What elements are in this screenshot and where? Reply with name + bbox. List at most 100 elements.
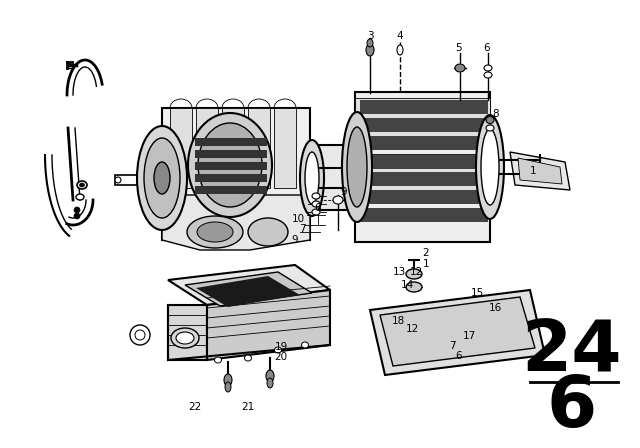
Bar [170, 108, 192, 188]
Text: 9: 9 [292, 235, 298, 245]
Polygon shape [518, 158, 562, 184]
Text: 21: 21 [241, 402, 255, 412]
Bar [196, 108, 218, 188]
Ellipse shape [171, 328, 199, 348]
Ellipse shape [74, 207, 80, 213]
Ellipse shape [187, 216, 243, 248]
Text: 22: 22 [188, 402, 202, 412]
Text: 6: 6 [456, 351, 462, 361]
Ellipse shape [176, 332, 194, 344]
Text: 1: 1 [422, 259, 429, 269]
Ellipse shape [347, 127, 367, 207]
Bar [360, 155, 488, 169]
Text: 6: 6 [547, 374, 597, 443]
Ellipse shape [145, 177, 151, 183]
Ellipse shape [455, 64, 465, 72]
Ellipse shape [77, 181, 87, 189]
Bar [360, 208, 488, 222]
Ellipse shape [115, 177, 121, 183]
Polygon shape [380, 297, 535, 366]
Ellipse shape [342, 112, 372, 222]
Bar [195, 162, 267, 170]
Ellipse shape [198, 123, 262, 207]
Text: 20: 20 [275, 352, 287, 362]
Bar [355, 154, 490, 174]
Ellipse shape [481, 129, 499, 205]
Ellipse shape [244, 355, 252, 361]
Text: 1: 1 [530, 166, 536, 176]
Bar [355, 92, 490, 242]
Ellipse shape [312, 193, 320, 199]
Ellipse shape [486, 125, 494, 131]
Text: 19: 19 [275, 342, 287, 352]
Ellipse shape [406, 282, 422, 292]
Ellipse shape [486, 116, 494, 124]
Ellipse shape [130, 325, 150, 345]
Ellipse shape [397, 45, 403, 55]
Text: 6: 6 [484, 43, 490, 53]
Ellipse shape [266, 370, 274, 382]
Polygon shape [162, 195, 310, 250]
Ellipse shape [74, 213, 80, 219]
Polygon shape [168, 305, 207, 360]
Text: 6: 6 [315, 203, 321, 213]
Text: 4: 4 [397, 31, 403, 41]
Bar [195, 138, 267, 146]
Bar [360, 136, 488, 150]
Polygon shape [168, 265, 330, 305]
Text: 17: 17 [462, 331, 476, 341]
Ellipse shape [224, 374, 232, 386]
Ellipse shape [214, 357, 221, 363]
Bar [355, 126, 490, 146]
Bar [195, 174, 267, 182]
Bar [115, 175, 150, 185]
Bar [310, 145, 365, 210]
Text: 15: 15 [470, 288, 484, 298]
Text: 16: 16 [488, 303, 502, 313]
Bar [274, 108, 296, 188]
Text: 5: 5 [454, 43, 461, 53]
Polygon shape [207, 290, 330, 360]
Ellipse shape [300, 140, 324, 216]
Ellipse shape [484, 65, 492, 71]
Bar [355, 182, 490, 202]
Ellipse shape [248, 218, 288, 246]
Text: 13: 13 [392, 267, 406, 277]
Polygon shape [196, 276, 300, 307]
Ellipse shape [366, 44, 374, 56]
Text: 14: 14 [401, 280, 413, 290]
Text: 7: 7 [449, 341, 455, 351]
Ellipse shape [225, 382, 231, 392]
Ellipse shape [188, 113, 272, 217]
Bar [360, 100, 488, 114]
Ellipse shape [312, 209, 320, 215]
Text: 3: 3 [367, 31, 373, 41]
Text: 24: 24 [522, 318, 622, 387]
Text: 7: 7 [299, 224, 305, 234]
Ellipse shape [333, 196, 343, 204]
Ellipse shape [312, 201, 320, 207]
Ellipse shape [406, 269, 422, 279]
Bar [360, 172, 488, 186]
Text: 12: 12 [410, 267, 422, 277]
Polygon shape [510, 152, 570, 190]
Polygon shape [370, 290, 545, 375]
Ellipse shape [267, 378, 273, 388]
Bar [195, 150, 267, 158]
Ellipse shape [76, 194, 84, 200]
Ellipse shape [197, 222, 233, 242]
Ellipse shape [137, 126, 187, 230]
Ellipse shape [484, 72, 492, 78]
Bar [195, 186, 267, 194]
Text: 9: 9 [340, 187, 348, 197]
Ellipse shape [79, 183, 84, 187]
Text: 2: 2 [422, 248, 429, 258]
Bar [222, 108, 244, 188]
Ellipse shape [305, 152, 319, 204]
Polygon shape [185, 272, 312, 306]
Ellipse shape [476, 115, 504, 219]
Ellipse shape [154, 162, 170, 194]
Bar [360, 190, 488, 204]
Bar [355, 98, 490, 118]
Ellipse shape [144, 138, 180, 218]
